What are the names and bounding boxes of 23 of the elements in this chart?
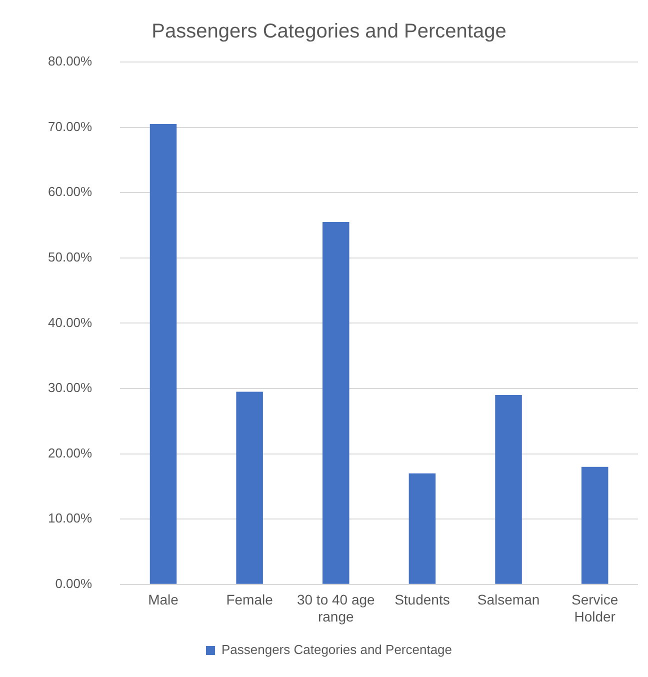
y-tick-label: 30.00% (48, 380, 93, 396)
y-tick-label: 40.00% (48, 314, 93, 330)
x-tick-label: Salseman (477, 592, 540, 608)
y-tick-label: 0.00% (55, 576, 93, 591)
y-tick-label: 10.00% (48, 510, 93, 526)
y-tick-label: 80.00% (48, 54, 93, 69)
x-tick-label: Female (226, 592, 274, 608)
x-tick-label: Students (394, 592, 450, 608)
y-tick-label: 20.00% (48, 445, 93, 460)
x-tick-label: 30 to 40 age range (296, 592, 376, 624)
bar (581, 466, 608, 584)
bar (150, 124, 177, 584)
x-tick-label: Male (148, 592, 179, 608)
y-tick-label: 50.00% (48, 249, 93, 264)
chart-title: Passengers Categories and Percentage (152, 20, 506, 43)
y-tick-label: 70.00% (48, 118, 93, 134)
x-tick-label: Service Holder (571, 592, 618, 624)
y-tick-label: 60.00% (48, 184, 93, 200)
legend-label: Passengers Categories and Percentage (221, 642, 452, 658)
bar (322, 222, 350, 584)
bar (495, 395, 522, 584)
bar (236, 392, 263, 584)
bar (408, 473, 436, 584)
